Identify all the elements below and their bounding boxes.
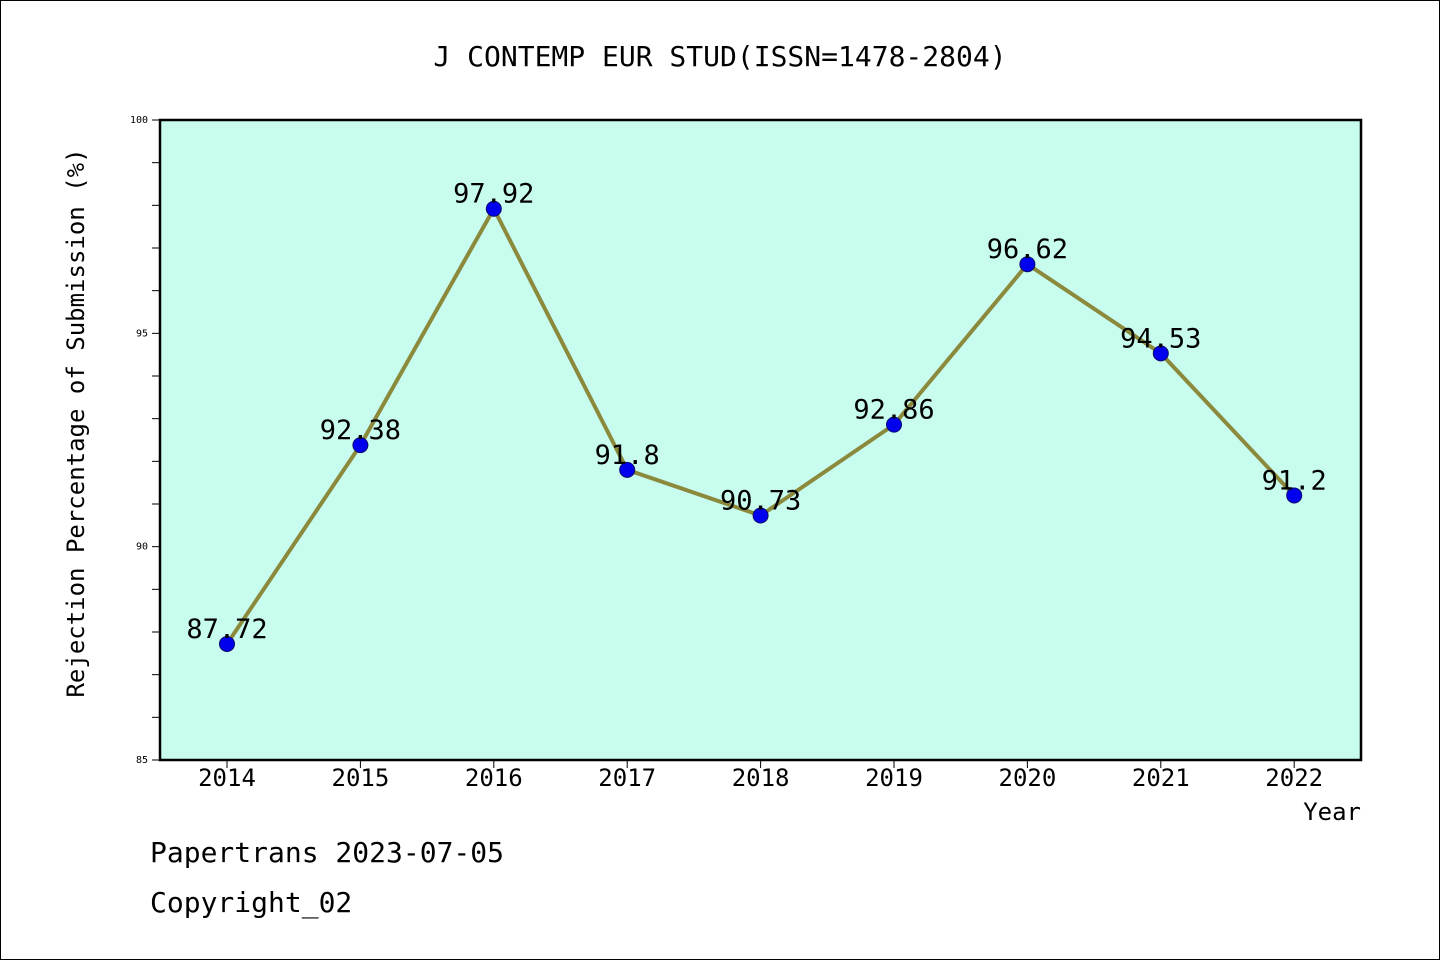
data-label: 96.62: [987, 234, 1068, 265]
x-tick-label: 2022: [1265, 764, 1323, 792]
footer-copyright: Copyright_02: [150, 886, 353, 919]
x-tick-label: 2020: [999, 764, 1057, 792]
data-point: [1152, 345, 1169, 362]
y-tick-label: 95: [136, 328, 148, 339]
data-label: 87.72: [186, 614, 267, 645]
plot-layer: J CONTEMP EUR STUD(ISSN=1478-2804) 85 90 95…: [62, 40, 1363, 826]
x-tick-label: 2014: [198, 764, 256, 792]
x-tick-label: 2021: [1132, 764, 1190, 792]
data-label: 92.38: [320, 415, 401, 446]
y-tick-label: 100: [130, 115, 148, 126]
x-tick-label: 2018: [732, 764, 790, 792]
data-label: 90.73: [720, 486, 801, 517]
footer-date: Papertrans 2023-07-05: [150, 836, 505, 869]
y-tick-label: 85: [136, 755, 148, 766]
y-tick-label: 90: [136, 542, 148, 553]
data-label: 92.86: [853, 395, 934, 426]
plot-border: [158, 118, 1363, 762]
x-axis-label: Year: [1303, 798, 1361, 826]
data-label: 91.8: [595, 440, 660, 471]
x-tick-label: 2019: [865, 764, 923, 792]
data-point: [485, 200, 502, 217]
data-point: [1286, 487, 1303, 504]
data-label: 97.92: [453, 179, 534, 210]
x-tick-label: 2017: [598, 764, 656, 792]
data-label: 91.2: [1262, 465, 1327, 496]
x-tick-label: 2015: [332, 764, 390, 792]
data-point: [352, 437, 369, 454]
data-point: [1019, 256, 1036, 273]
y-axis-label: Rejection Percentage of Submission (%): [62, 148, 90, 697]
data-point: [619, 461, 636, 478]
data-point: [219, 635, 235, 652]
data-point: [752, 507, 769, 524]
data-label: 94.53: [1120, 323, 1201, 354]
chart-title: J CONTEMP EUR STUD(ISSN=1478-2804): [433, 40, 1006, 73]
x-tick-label: 2016: [465, 764, 523, 792]
data-point: [886, 416, 902, 433]
